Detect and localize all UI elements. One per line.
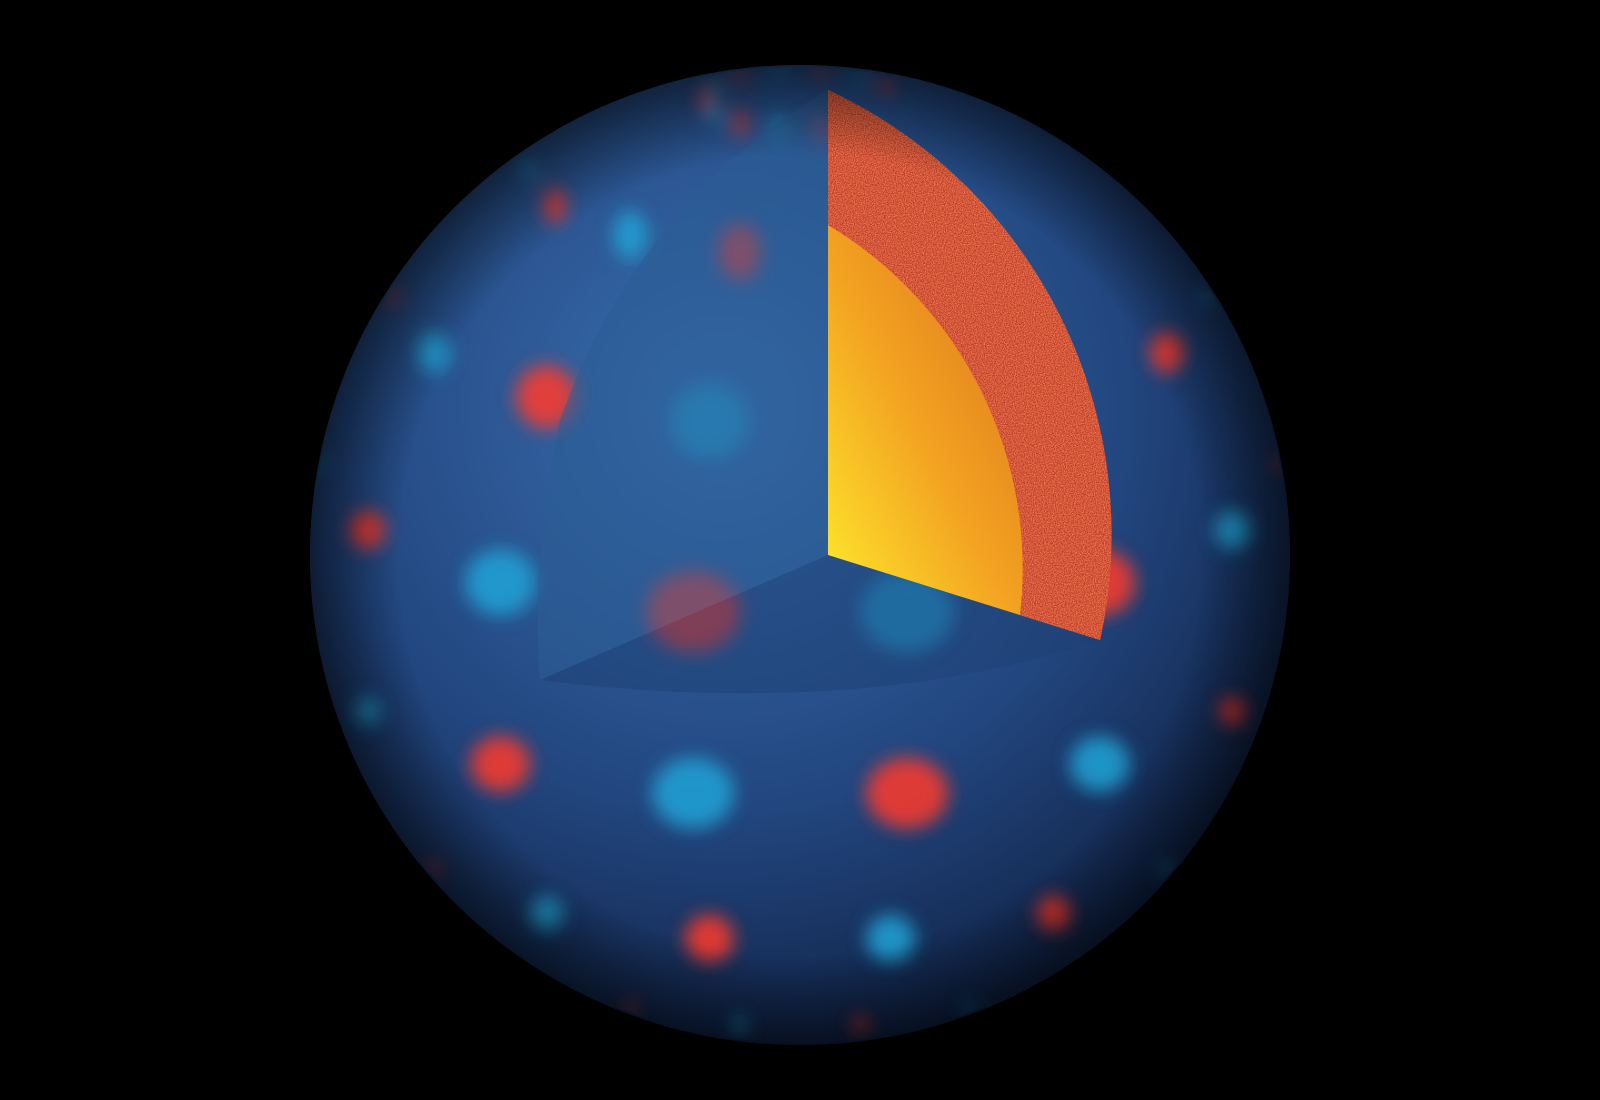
sphere-rim-shadow <box>310 65 1290 1045</box>
